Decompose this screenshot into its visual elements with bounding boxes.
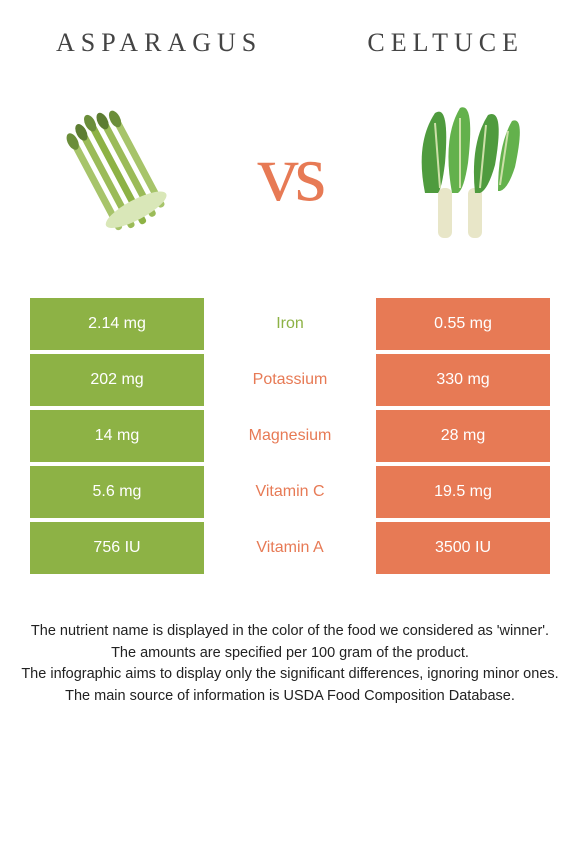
left-value: 5.6 mg	[30, 466, 204, 518]
left-value: 756 IU	[30, 522, 204, 574]
left-value: 14 mg	[30, 410, 204, 462]
hero-row: vs	[0, 58, 580, 298]
vs-label: vs	[258, 126, 323, 220]
nutrient-row: 756 IUVitamin A3500 IU	[30, 522, 550, 574]
nutrient-row: 5.6 mgVitamin C19.5 mg	[30, 466, 550, 518]
left-food-title: Asparagus	[56, 28, 262, 58]
nutrient-row: 202 mgPotassium330 mg	[30, 354, 550, 406]
footnote-line: The main source of information is USDA F…	[20, 687, 560, 707]
footnote-line: The amounts are specified per 100 gram o…	[20, 644, 560, 664]
nutrient-row: 2.14 mgIron0.55 mg	[30, 298, 550, 350]
nutrient-row: 14 mgMagnesium28 mg	[30, 410, 550, 462]
footnote-line: The nutrient name is displayed in the co…	[20, 622, 560, 642]
nutrient-label: Vitamin A	[204, 522, 376, 574]
footnotes: The nutrient name is displayed in the co…	[0, 578, 580, 706]
right-value: 3500 IU	[376, 522, 550, 574]
nutrient-label: Iron	[204, 298, 376, 350]
footnote-line: The infographic aims to display only the…	[20, 665, 560, 685]
right-value: 28 mg	[376, 410, 550, 462]
celtuce-icon	[380, 93, 540, 253]
right-value: 19.5 mg	[376, 466, 550, 518]
left-value: 202 mg	[30, 354, 204, 406]
nutrient-label: Vitamin C	[204, 466, 376, 518]
right-value: 0.55 mg	[376, 298, 550, 350]
left-value: 2.14 mg	[30, 298, 204, 350]
nutrient-label: Magnesium	[204, 410, 376, 462]
asparagus-icon	[40, 93, 200, 253]
nutrient-label: Potassium	[204, 354, 376, 406]
nutrient-table: 2.14 mgIron0.55 mg202 mgPotassium330 mg1…	[0, 298, 580, 574]
asparagus-image	[40, 93, 200, 253]
right-food-title: Celtuce	[367, 28, 524, 58]
title-row: Asparagus Celtuce	[0, 0, 580, 58]
celtuce-image	[380, 93, 540, 253]
right-value: 330 mg	[376, 354, 550, 406]
